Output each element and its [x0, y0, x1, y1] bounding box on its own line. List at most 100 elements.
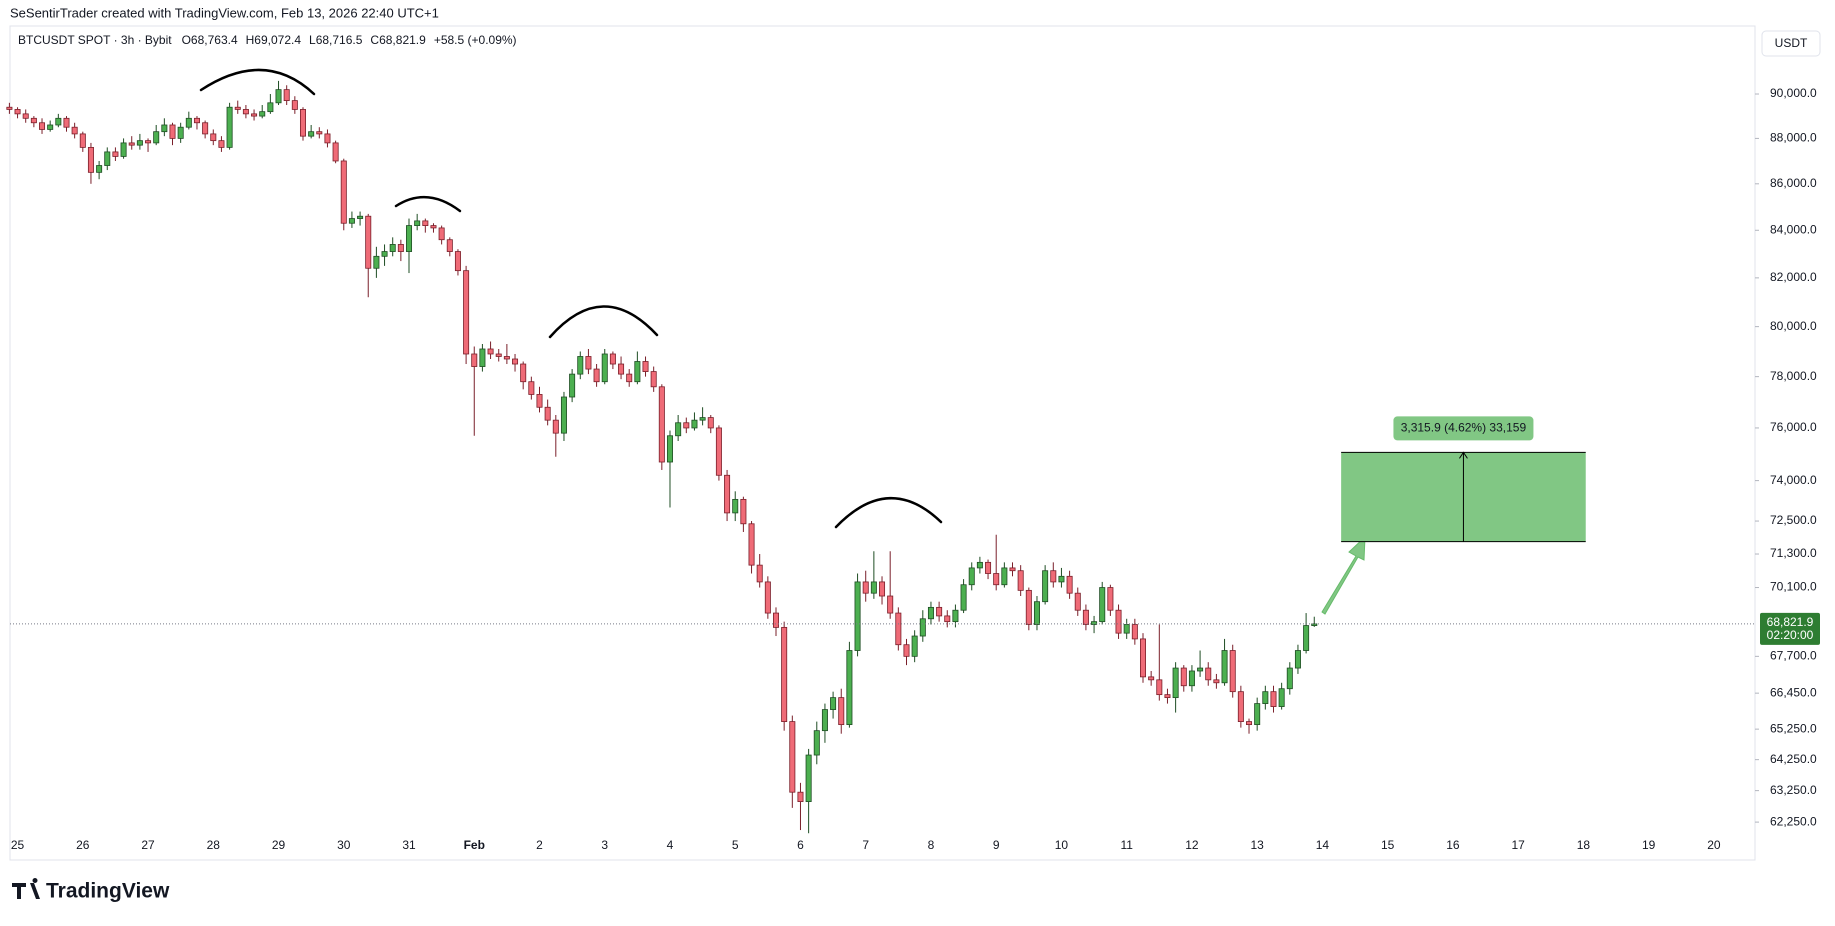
candle-body: [1294, 650, 1301, 669]
candle-body: [707, 417, 714, 429]
candle-body: [145, 140, 152, 144]
candle-body: [789, 721, 796, 793]
candle-body: [153, 131, 160, 144]
candle-body: [446, 239, 453, 252]
x-tick-label: 28: [207, 838, 221, 852]
candle-body: [618, 363, 625, 375]
y-tick-label: 74,000.0: [1770, 473, 1817, 487]
candle-body: [552, 419, 559, 434]
candle-body: [805, 754, 812, 802]
measure-label-bg: [1393, 416, 1534, 441]
y-tick-label: 80,000.0: [1770, 319, 1817, 333]
candle-body: [299, 109, 306, 137]
candle-body: [218, 140, 225, 148]
candle-body: [104, 151, 111, 166]
candle-body: [560, 396, 567, 434]
candle-body: [838, 697, 845, 726]
candle-body: [1303, 625, 1310, 651]
candle-body: [414, 220, 421, 226]
candle-body: [283, 89, 290, 102]
candle-body: [773, 612, 780, 628]
legend-value: C68,821.9: [370, 33, 426, 47]
x-tick-label: 13: [1250, 838, 1264, 852]
candle-body: [308, 131, 315, 137]
candle-body: [650, 371, 657, 388]
y-tick-label: 72,500.0: [1770, 513, 1817, 527]
candle-body: [732, 498, 739, 514]
candle-body: [406, 225, 413, 252]
candle-body: [79, 133, 86, 148]
legend-value: +58.5 (+0.09%): [434, 33, 517, 47]
candle-body: [968, 567, 975, 586]
y-tick-label: 66,450.0: [1770, 685, 1817, 699]
candle-body: [927, 606, 934, 620]
last-price-label: 68,821.9: [1767, 615, 1814, 629]
candle-body: [259, 111, 266, 117]
candle-body: [1229, 650, 1236, 693]
candle-body: [666, 435, 673, 463]
candle-body: [1180, 667, 1187, 687]
candle-body: [585, 356, 592, 370]
candle-body: [1262, 691, 1269, 704]
x-tick-label: 9: [993, 838, 1000, 852]
x-tick-label: 14: [1316, 838, 1330, 852]
candle-body: [1025, 589, 1032, 625]
candle-body: [63, 117, 70, 128]
candle-body: [699, 417, 706, 421]
x-tick-label: 20: [1707, 838, 1721, 852]
candles: [6, 80, 1318, 834]
candle-body: [601, 353, 608, 383]
candle-body: [1042, 570, 1049, 603]
y-tick-label: 71,300.0: [1770, 546, 1817, 560]
candle-body: [1172, 667, 1179, 699]
candle-body: [748, 523, 755, 566]
x-tick-label: 10: [1055, 838, 1069, 852]
currency-button[interactable]: [1761, 30, 1821, 57]
candle-body: [675, 422, 682, 437]
tv-logo: TradingView: [12, 878, 170, 903]
candle-body: [1066, 575, 1073, 594]
candle-body: [332, 142, 339, 162]
candle-body: [642, 361, 649, 372]
y-tick-label: 90,000.0: [1770, 86, 1817, 100]
candle-body: [1033, 601, 1040, 625]
candle-body: [1237, 691, 1244, 722]
candle-body: [357, 215, 364, 219]
x-tick-label: 26: [76, 838, 90, 852]
candle-body: [365, 215, 372, 269]
measure-arrowhead: [1459, 451, 1468, 459]
candle-body: [454, 251, 461, 272]
candle-body: [634, 361, 641, 383]
candle-body: [1001, 567, 1008, 586]
candle-body: [846, 650, 853, 726]
x-tick-label: 12: [1185, 838, 1199, 852]
y-tick-label: 64,250.0: [1770, 752, 1817, 766]
candle-body: [1221, 650, 1228, 684]
arc: [394, 195, 462, 213]
y-tick-label: 63,250.0: [1770, 783, 1817, 797]
candle-body: [1115, 609, 1122, 634]
x-tick-label: 25: [11, 838, 25, 852]
candle-body: [267, 102, 274, 113]
candle-body: [879, 581, 886, 597]
x-tick-label: 3: [601, 838, 608, 852]
candle-body: [1246, 721, 1253, 726]
y-tick-label: 88,000.0: [1770, 131, 1817, 145]
candle-body: [39, 122, 46, 130]
candle-body: [1156, 679, 1163, 696]
arc: [548, 305, 659, 339]
candle-body: [830, 697, 837, 710]
candle-body: [1131, 624, 1138, 640]
candle-body: [234, 106, 241, 110]
candle-body: [112, 151, 119, 157]
currency-label[interactable]: USDT: [1775, 36, 1808, 50]
candle-body: [952, 609, 959, 623]
x-tick-label: 17: [1511, 838, 1525, 852]
candle-body: [438, 227, 445, 241]
candle-body: [1148, 676, 1155, 681]
candle-body: [1017, 570, 1024, 591]
candle-body: [887, 595, 894, 614]
y-tick-label: 78,000.0: [1770, 369, 1817, 383]
y-tick-label: 65,250.0: [1770, 721, 1817, 735]
x-tick-label: Feb: [464, 838, 485, 852]
